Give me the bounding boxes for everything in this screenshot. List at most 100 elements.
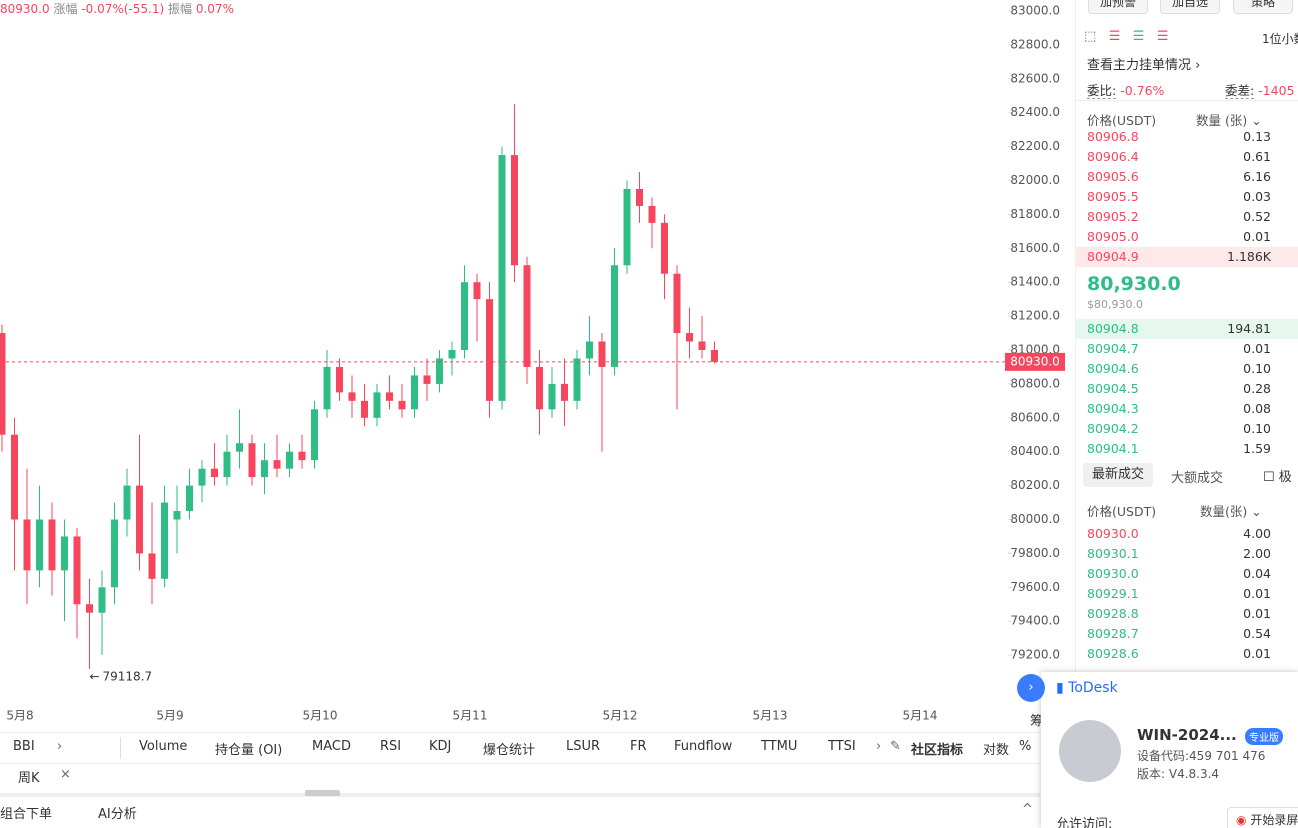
link[interactable]: 查看主力挂单情况 › (1087, 58, 1201, 73)
candle-body (223, 451, 231, 478)
price[interactable]: 80928.8 (1087, 606, 1139, 621)
indicator[interactable]: 对数 (983, 743, 1010, 758)
amount: 1.186K (1227, 249, 1271, 264)
price[interactable]: 80905.6 (1087, 169, 1139, 184)
amount: 0.01 (1243, 229, 1271, 244)
tab[interactable]: 大额成交 (1171, 471, 1224, 486)
price[interactable]: 80904.5 (1087, 381, 1139, 396)
indicator[interactable]: FR (630, 739, 647, 754)
button[interactable]: 策略 (1233, 0, 1293, 14)
indicator[interactable]: TTMU (761, 739, 798, 754)
checkbox[interactable]: ☐ 极 (1263, 470, 1292, 485)
price[interactable]: 80930.0 (1087, 566, 1139, 581)
candle-body (173, 511, 181, 520)
candle-body (698, 341, 706, 350)
indicator[interactable]: % (1019, 739, 1032, 754)
icons[interactable]: ⬚ ☰ ☰ ☰ (1084, 29, 1169, 44)
decimals[interactable]: 1位小数 (1262, 32, 1298, 46)
collapse-icon[interactable]: ^ (1022, 802, 1033, 817)
book-row: 80929.1 0.01 (1075, 584, 1298, 604)
indicator[interactable]: TTSI (828, 739, 856, 754)
x-tick-label: 5月8 (6, 709, 33, 723)
indicator[interactable]: LSUR (566, 739, 601, 754)
candle-body (386, 392, 393, 401)
icon[interactable]: › (876, 739, 882, 754)
x-tick-label: 5月11 (453, 709, 488, 723)
price[interactable]: 80904.7 (1087, 341, 1139, 356)
candle-body (623, 188, 631, 266)
indicator[interactable]: KDJ (429, 739, 452, 754)
book-row: 80904.7 0.01 (1075, 339, 1298, 359)
x-tick-label: 5月14 (903, 709, 938, 723)
price[interactable]: 80905.0 (1087, 229, 1139, 244)
price[interactable]: 80904.2 (1087, 421, 1139, 436)
indicator[interactable]: 社区指标 (911, 743, 964, 758)
indicator[interactable]: 持仓量 (OI) (215, 743, 283, 758)
icon[interactable]: › (57, 739, 63, 754)
period-tag[interactable]: 周K (18, 771, 40, 786)
candle-body (511, 155, 518, 266)
book-row: 80905.5 0.03 (1075, 187, 1298, 207)
value: -0.76% (1120, 83, 1165, 98)
indicator[interactable]: BBI (13, 739, 35, 754)
amount: 0.01 (1243, 341, 1271, 356)
candle-body (648, 205, 656, 223)
candle-body (136, 485, 143, 554)
price[interactable]: 80904.1 (1087, 441, 1139, 456)
price[interactable]: 80905.5 (1087, 189, 1139, 204)
candle-body (198, 468, 206, 486)
candle-body (286, 451, 293, 469)
candle-body (398, 400, 406, 410)
price[interactable]: 80905.2 (1087, 209, 1139, 224)
candle-body (673, 273, 681, 334)
y-tick-label: 80600.0 (1010, 410, 1060, 424)
amount: 0.04 (1243, 566, 1271, 581)
book-row: 80905.2 0.52 (1075, 207, 1298, 227)
bottom-tab[interactable]: AI分析 (98, 807, 137, 822)
button[interactable]: 加自选 (1160, 0, 1220, 14)
y-tick-label: 81400.0 (1010, 275, 1060, 289)
button[interactable]: 加预警 (1088, 0, 1148, 14)
price[interactable]: 80930.0 (1087, 526, 1139, 541)
record-button[interactable]: ◉ 开始录屏 (1227, 807, 1298, 828)
y-tick-label: 79600.0 (1010, 580, 1060, 594)
last-price-label: 80930.0 (1010, 354, 1060, 368)
link-text[interactable]: 查看主力挂单情况 (1087, 58, 1192, 73)
price[interactable]: 80929.1 (1087, 586, 1139, 601)
book-row: 80928.6 0.01 (1075, 644, 1298, 664)
candle-body (323, 366, 331, 410)
icon[interactable]: ✎ (890, 739, 901, 754)
brand: ToDesk (1068, 680, 1118, 696)
price: 80930.0 (0, 2, 50, 16)
candle-body (36, 519, 43, 571)
indicator[interactable]: 爆仓统计 (483, 743, 536, 758)
close-icon[interactable]: × (60, 767, 71, 782)
indicator[interactable]: MACD (312, 739, 351, 754)
price[interactable]: 80928.6 (1087, 646, 1139, 661)
bottom-tab[interactable]: 组合下单 (0, 807, 53, 822)
price[interactable]: 80904.8 (1087, 321, 1139, 336)
book-row: 80904.5 0.28 (1075, 379, 1298, 399)
change: -0.07%(-55.1) (81, 2, 165, 16)
last-price: 80,930.0 (1087, 273, 1181, 295)
price[interactable]: 80904.3 (1087, 401, 1139, 416)
indicator[interactable]: Volume (139, 739, 188, 754)
amount: 6.16 (1243, 169, 1271, 184)
price[interactable]: 80906.8 (1087, 129, 1139, 144)
amount: 0.28 (1243, 381, 1271, 396)
candle-body (211, 468, 218, 478)
y-tick-label: 80400.0 (1010, 444, 1060, 458)
price[interactable]: 80928.7 (1087, 626, 1139, 641)
price[interactable]: 80904.6 (1087, 361, 1139, 376)
price[interactable]: 80930.1 (1087, 546, 1139, 561)
price[interactable]: 80906.4 (1087, 149, 1139, 164)
indicator[interactable]: RSI (380, 739, 402, 754)
x-tick-label: 5月10 (303, 709, 338, 723)
tab[interactable]: 最新成交 (1083, 463, 1153, 487)
indicator-bar: BBI Volume 持仓量 (OI) MACD RSI KDJ 爆仓统计 LSUR FR Fun… (0, 732, 1040, 764)
record[interactable]: 开始录屏 (1250, 813, 1298, 827)
indicator[interactable]: Fundflow (674, 739, 733, 754)
price[interactable]: 80904.9 (1087, 249, 1139, 264)
tab[interactable]: 极 (1278, 470, 1292, 485)
